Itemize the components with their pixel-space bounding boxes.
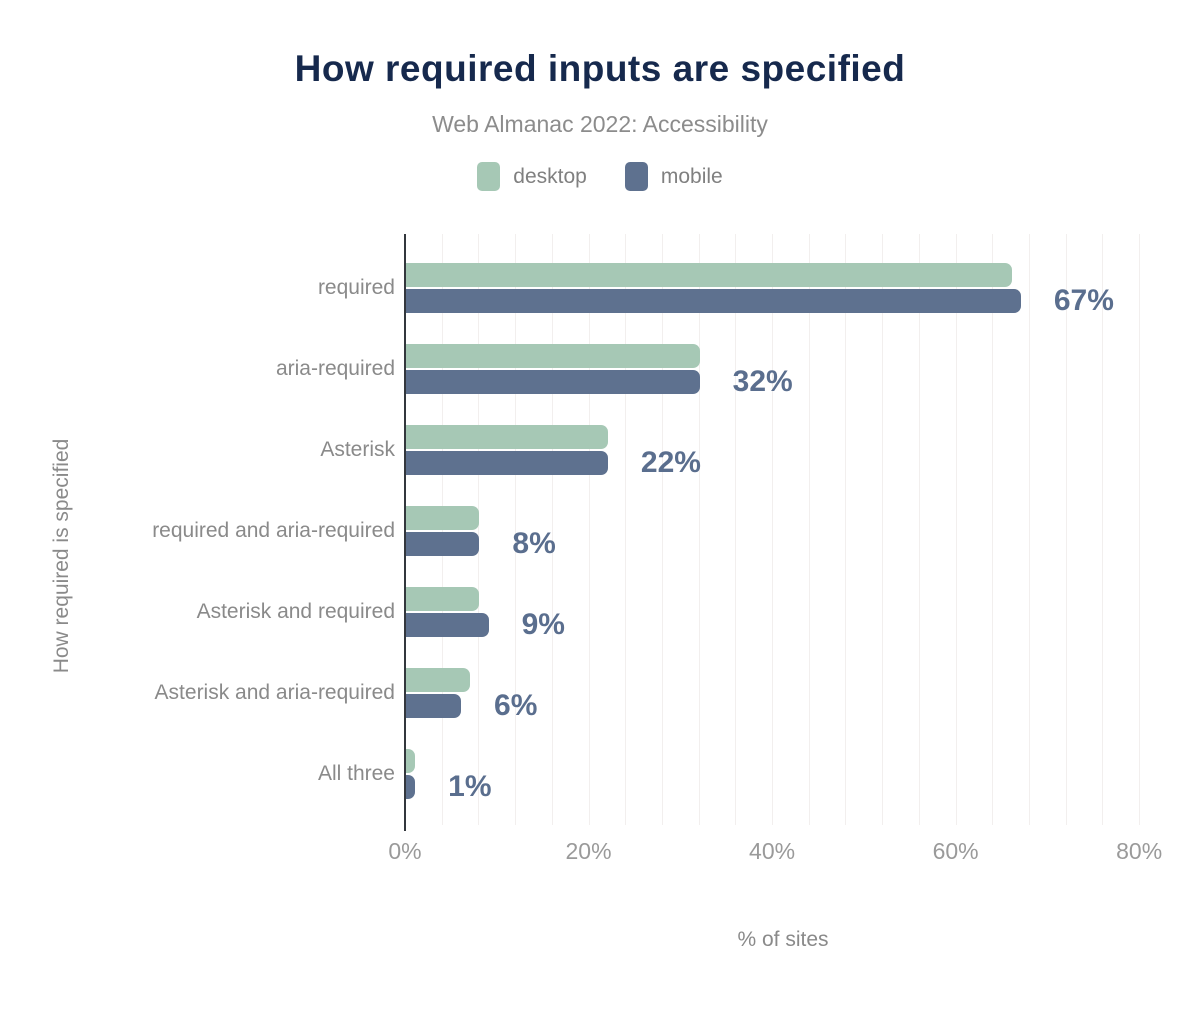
gridline <box>661 234 663 825</box>
legend-item-desktop[interactable]: desktop <box>477 162 587 191</box>
gridline <box>1139 234 1141 825</box>
gridline <box>625 234 627 825</box>
value-label: 22% <box>640 446 701 479</box>
bar-desktop[interactable] <box>406 344 700 368</box>
y-axis-title: How required is specified <box>50 438 73 674</box>
gridline <box>1029 234 1031 825</box>
bar-desktop[interactable] <box>406 668 471 692</box>
category-label: aria-required <box>275 357 395 380</box>
gridline <box>515 234 517 825</box>
x-tick-label: 40% <box>749 838 796 864</box>
x-tick-label: 60% <box>932 838 979 864</box>
bar-mobile[interactable] <box>406 775 416 799</box>
y-axis-line <box>404 234 406 831</box>
legend-label-desktop: desktop <box>513 164 587 188</box>
value-label: 6% <box>494 689 538 722</box>
gridline <box>478 234 480 825</box>
legend-item-mobile[interactable]: mobile <box>624 162 723 191</box>
gridline <box>735 234 737 825</box>
x-tick-label: 0% <box>388 838 422 864</box>
gridline <box>882 234 884 825</box>
legend-label-mobile: mobile <box>660 164 723 188</box>
category-label: Asterisk <box>320 438 395 461</box>
bar-mobile[interactable] <box>406 532 480 556</box>
gridline <box>1102 234 1104 825</box>
gridline <box>772 234 774 825</box>
bar-mobile[interactable] <box>406 289 1021 313</box>
plot-area: 67% 32% 22% 8% 9% 6% 1% <box>405 234 1161 825</box>
chart-subtitle: Web Almanac 2022: Accessibility <box>432 111 768 137</box>
gridline <box>808 234 810 825</box>
bar-desktop[interactable] <box>406 263 1012 287</box>
bar-desktop[interactable] <box>406 749 416 773</box>
value-label: 67% <box>1053 284 1114 317</box>
category-label: Asterisk and required <box>196 600 395 623</box>
desktop-swatch-icon <box>477 162 501 191</box>
category-label: required <box>317 276 395 299</box>
value-label: 32% <box>732 365 793 398</box>
category-label: Asterisk and aria-required <box>154 681 395 704</box>
value-label: 8% <box>512 527 556 560</box>
chart-legend: desktop mobile <box>0 162 1200 191</box>
bar-mobile[interactable] <box>406 370 700 394</box>
gridline <box>588 234 590 825</box>
gridline <box>918 234 920 825</box>
x-axis-title: % of sites <box>737 928 829 951</box>
bar-mobile[interactable] <box>406 613 489 637</box>
bar-mobile[interactable] <box>406 451 608 475</box>
value-label: 1% <box>448 770 492 803</box>
gridline <box>992 234 994 825</box>
category-label: required and aria-required <box>152 519 395 542</box>
gridline <box>1065 234 1067 825</box>
gridline <box>845 234 847 825</box>
mobile-swatch-icon <box>624 162 648 191</box>
category-label: All three <box>317 762 395 785</box>
gridline <box>955 234 957 825</box>
bar-desktop[interactable] <box>406 425 608 449</box>
x-tick-label: 20% <box>565 838 612 864</box>
bar-mobile[interactable] <box>406 694 462 718</box>
value-label: 9% <box>521 608 565 641</box>
bar-desktop[interactable] <box>406 587 480 611</box>
gridline <box>698 234 700 825</box>
gridline <box>551 234 553 825</box>
chart-title: How required inputs are specified <box>294 48 906 89</box>
x-tick-label: 80% <box>1116 838 1163 864</box>
bar-desktop[interactable] <box>406 506 480 530</box>
